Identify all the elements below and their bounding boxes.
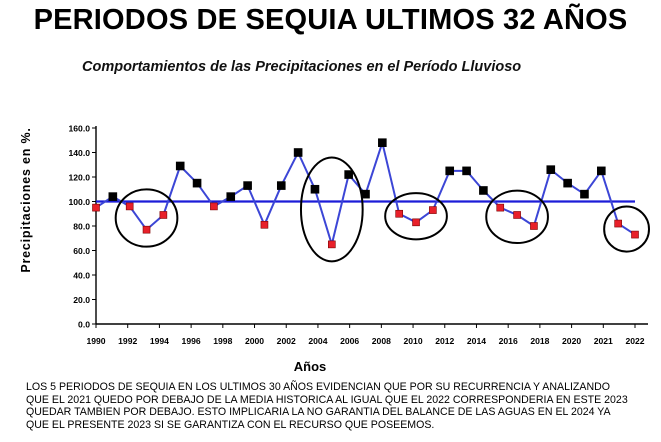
x-tick-label: 2020 (562, 336, 581, 346)
drought-period-ellipse (114, 188, 179, 248)
y-tick-label: 60.0 (73, 246, 90, 256)
above-mean-marker (108, 192, 118, 201)
x-tick-label: 2010 (403, 336, 422, 346)
below-mean-marker (412, 218, 420, 227)
caption-line: LOS 5 PERIODOS DE SEQUIA EN LOS ULTIMOS … (26, 381, 610, 393)
below-mean-marker (530, 222, 538, 230)
x-tick-label: 1990 (86, 336, 105, 346)
above-mean-marker (276, 181, 286, 190)
drought-ellipses-layer (114, 156, 650, 263)
x-tick-label: 2006 (340, 336, 359, 346)
x-tick-label: 2004 (308, 336, 327, 346)
above-mean-marker (580, 189, 589, 199)
above-mean-marker (378, 138, 387, 147)
page-title: PERIODOS DE SEQUIA ULTIMOS 32 AÑOS (33, 4, 628, 36)
below-mean-marker (260, 220, 269, 229)
x-tick-label: 1998 (213, 336, 232, 346)
below-mean-marker (429, 206, 437, 214)
precipitation-chart: 0.0 20.0 40.0 60.0 80.0 100.0 120.0 140.0 160.0 1… (19, 124, 650, 375)
x-tick-label: 1992 (118, 336, 137, 346)
y-tick-label: 0.0 (78, 320, 90, 330)
below-mean-marker (210, 202, 218, 211)
below-mean-marker (159, 211, 168, 219)
caption-line: QUE EL 2021 QUEDO POR DEBAJO DE LA MEDIA… (26, 393, 628, 406)
x-tick-label: 2008 (372, 336, 391, 346)
above-mean-marker (226, 192, 236, 201)
above-mean-marker (546, 165, 556, 174)
below-mean-marker (631, 230, 639, 239)
y-tick-label: 20.0 (73, 295, 90, 305)
y-tick-label: 100.0 (68, 197, 90, 207)
drought-period-ellipse (485, 189, 549, 244)
caption-line: QUEDAR TAMBIEN POR DEBAJO. ESTO IMPLICAR… (26, 406, 611, 419)
caption: LOS 5 PERIODOS DE SEQUIA EN LOS ULTIMOS … (26, 381, 646, 431)
chart-title: Comportamientos de las Precipitaciones e… (82, 59, 522, 75)
caption-line: QUE EL PRESENTE 2023 SI SE GARANTIZA CON… (26, 418, 435, 431)
y-tick-label: 120.0 (68, 173, 90, 183)
above-mean-marker (445, 166, 455, 176)
above-mean-marker (310, 184, 320, 194)
below-mean-marker (496, 203, 505, 212)
x-tick-label: 2014 (467, 336, 486, 346)
y-axis-label: Precipitaciones en %. (19, 127, 33, 272)
below-mean-marker (142, 225, 151, 234)
below-mean-marker (513, 211, 521, 219)
labels-layer: 0.0 20.0 40.0 60.0 80.0 100.0 120.0 140.0 160.0 1… (19, 124, 645, 375)
above-mean-marker (462, 166, 471, 176)
below-mean-marker (328, 240, 336, 249)
above-mean-marker (344, 170, 353, 179)
x-tick-label: 2016 (499, 336, 518, 346)
drought-period-ellipse (384, 192, 448, 241)
below-mean-marker (125, 202, 134, 211)
x-tick-label: 1994 (150, 336, 169, 346)
above-mean-marker (597, 166, 606, 176)
x-tick-label: 1996 (182, 336, 201, 346)
drought-period-ellipse (603, 205, 650, 253)
above-mean-marker (293, 148, 303, 157)
x-tick-label: 2018 (530, 336, 549, 346)
below-mean-marker (395, 209, 403, 218)
y-tick-label: 80.0 (73, 222, 90, 232)
above-mean-marker (479, 186, 488, 195)
x-tick-label: 2002 (277, 336, 296, 346)
above-mean-marker (175, 161, 185, 171)
x-tick-label: 2021 (594, 336, 613, 346)
above-mean-marker (563, 178, 572, 188)
axes (92, 126, 648, 328)
below-mean-marker (92, 203, 100, 212)
above-mean-marker (243, 181, 252, 190)
x-tick-label: 2000 (245, 336, 264, 346)
markers-layer (92, 138, 639, 249)
above-mean-marker (192, 178, 202, 188)
x-tick-label: 2012 (435, 336, 454, 346)
y-tick-label: 40.0 (73, 271, 90, 281)
drought-period-ellipse (299, 156, 364, 263)
y-tick-label: 160.0 (68, 124, 90, 134)
x-tick-label: 2022 (625, 336, 644, 346)
y-tick-label: 140.0 (68, 148, 90, 158)
x-axis-label: Años (294, 359, 327, 374)
below-mean-marker (614, 219, 622, 228)
